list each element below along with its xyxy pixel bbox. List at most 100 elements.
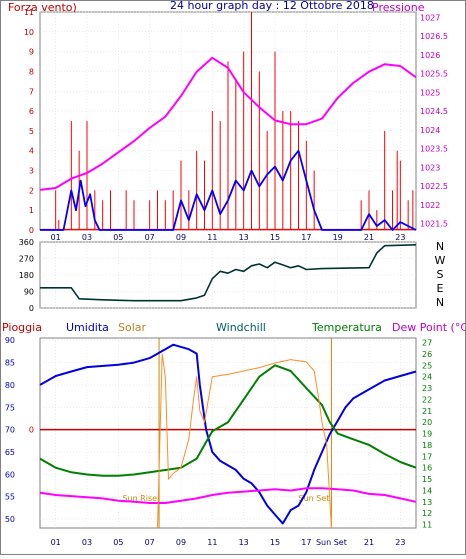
pressure-tick-label: 1023: [420, 163, 440, 172]
time-tick-label: 21: [364, 538, 374, 547]
wind-tick-label: 9: [29, 48, 34, 57]
sun-set-label: Sun Set: [298, 494, 329, 503]
pressure-tick-label: 1026: [420, 51, 440, 60]
time-tick-label: 09: [176, 538, 186, 547]
sun-set-tick-label: Sun Set: [316, 538, 347, 547]
time-tick-label: 03: [82, 538, 92, 547]
pressure-tick-label: 1024.5: [420, 107, 448, 116]
time-tick-label: 07: [145, 233, 155, 242]
wind-tick-label: 2: [29, 186, 34, 195]
time-tick-label: 09: [176, 233, 186, 242]
humidity-tick-label: 70: [5, 426, 15, 435]
time-tick-label: 15: [270, 233, 280, 242]
temperature-tick-label: 21: [422, 407, 432, 416]
wind-pressure-time-ticks: 01 03 05 07 09 11 13 15 17 19 21 23: [51, 233, 406, 242]
wind-bars: [40, 12, 416, 231]
humidity-tick-label: 60: [5, 470, 15, 479]
wind-axis-ticks: 0 1 2 3 4 5 6 7 8 9 10 11: [24, 8, 34, 235]
wind-pressure-lines: [39, 56, 417, 231]
humidity-axis-ticks: 50 55 60 65 70 75 80 85 90 0: [5, 336, 34, 524]
direction-tick-label: 360: [19, 238, 34, 247]
time-tick-label: 05: [113, 233, 123, 242]
humidity-tick-label: 55: [5, 493, 15, 502]
time-tick-label: 19: [333, 233, 343, 242]
wind-pressure-panel: Forza vento) 24 hour graph day : 12 Otto…: [8, 0, 448, 242]
temperature-tick-label: 14: [422, 486, 432, 495]
pressure-tick-label: 1025.5: [420, 70, 448, 79]
time-tick-label: 13: [239, 233, 249, 242]
time-tick-label: 01: [51, 233, 61, 242]
humidity-tick-label: 65: [5, 448, 15, 457]
time-tick-label: 23: [395, 538, 405, 547]
pressure-axis-label: Pressione: [372, 1, 425, 14]
pressure-tick-label: 1025: [420, 88, 440, 97]
temperature-humidity-lines: [39, 343, 417, 529]
time-tick-label: 05: [113, 538, 123, 547]
pressure-tick-label: 1023.5: [420, 145, 448, 154]
time-tick-label: 03: [82, 233, 92, 242]
direction-tick-label: 180: [19, 271, 34, 280]
temperature-time-ticks: 01 03 05 07 09 11 13 15 17 21 23 Sun Set: [51, 538, 406, 547]
temperature-tick-label: 26: [422, 350, 432, 359]
time-tick-label: 23: [395, 233, 405, 242]
direction-axis-ticks: 0 90 180 270 360: [19, 238, 34, 313]
temperature-tick-label: 12: [422, 509, 432, 518]
direction-tick-label: 0: [29, 304, 34, 313]
wind-axis-label: Forza vento): [8, 1, 77, 14]
time-tick-label: 15: [270, 538, 280, 547]
wind-tick-label: 5: [29, 127, 34, 136]
gust-line: [40, 149, 417, 231]
direction-tick-label: 90: [24, 288, 34, 297]
solar-label: Solar: [118, 321, 147, 334]
temperature-tick-label: 18: [422, 441, 432, 450]
pressure-tick-label: 1022.5: [420, 182, 448, 191]
wind-direction-line: [40, 244, 417, 302]
temperature-label: Temperatura: [311, 321, 382, 334]
humidity-line: [39, 343, 417, 525]
wind-tick-label: 11: [24, 8, 34, 17]
pressure-axis-ticks: 1021.5 1022 1022.5 1023 1023.5 1024 1024.5 1025…: [420, 13, 448, 228]
wind-tick-label: 10: [24, 28, 34, 37]
temperature-tick-label: 16: [422, 464, 432, 473]
compass-label: S: [437, 268, 444, 281]
humidity-label: Umidita: [66, 321, 109, 334]
direction-tick-label: 270: [19, 255, 34, 264]
humidity-tick-label: 90: [5, 336, 15, 345]
time-tick-label: 11: [207, 538, 217, 547]
temperature-tick-label: 13: [422, 498, 432, 507]
temperature-tick-label: 22: [422, 395, 432, 404]
rain-label: Pioggia: [2, 321, 42, 334]
temperature-tick-label: 11: [422, 521, 432, 530]
temperature-tick-label: 24: [422, 373, 432, 382]
pressure-tick-label: 1026.5: [420, 32, 448, 41]
temperature-tick-label: 19: [422, 430, 432, 439]
time-tick-label: 07: [145, 538, 155, 547]
wind-tick-label: 3: [29, 167, 34, 176]
wind-direction-plot-area: [39, 241, 417, 309]
wind-direction-line: [40, 244, 417, 302]
temperature-tick-label: 17: [422, 452, 432, 461]
graph-title: 24 hour graph day : 12 Ottobre 2018: [170, 0, 374, 12]
time-tick-label: 17: [301, 538, 311, 547]
temperature-tick-label: 27: [422, 339, 432, 348]
pressure-tick-label: 1022: [420, 201, 440, 210]
solar-line: [157, 353, 332, 529]
rain-zero-label: 0: [29, 426, 34, 435]
temperature-tick-label: 23: [422, 384, 432, 393]
humidity-tick-label: 85: [5, 359, 15, 368]
wind-tick-label: 1: [29, 206, 34, 215]
time-tick-label: 01: [51, 538, 61, 547]
wind-tick-label: 6: [29, 107, 34, 116]
humidity-tick-label: 75: [5, 403, 15, 412]
pressure-tick-label: 1027: [420, 13, 440, 22]
temperature-line: [39, 364, 417, 477]
sun-rise-label: Sun Rise: [122, 494, 157, 503]
time-tick-label: 17: [301, 233, 311, 242]
time-tick-label: 13: [239, 538, 249, 547]
temperature-axis-ticks: 11 12 13 14 15 16 17 18 19 20 21 22 23 24 25 26 27: [422, 339, 432, 530]
wind-tick-label: 8: [29, 67, 34, 76]
wind-pressure-grid: [40, 11, 416, 231]
compass-label: W: [435, 254, 446, 267]
